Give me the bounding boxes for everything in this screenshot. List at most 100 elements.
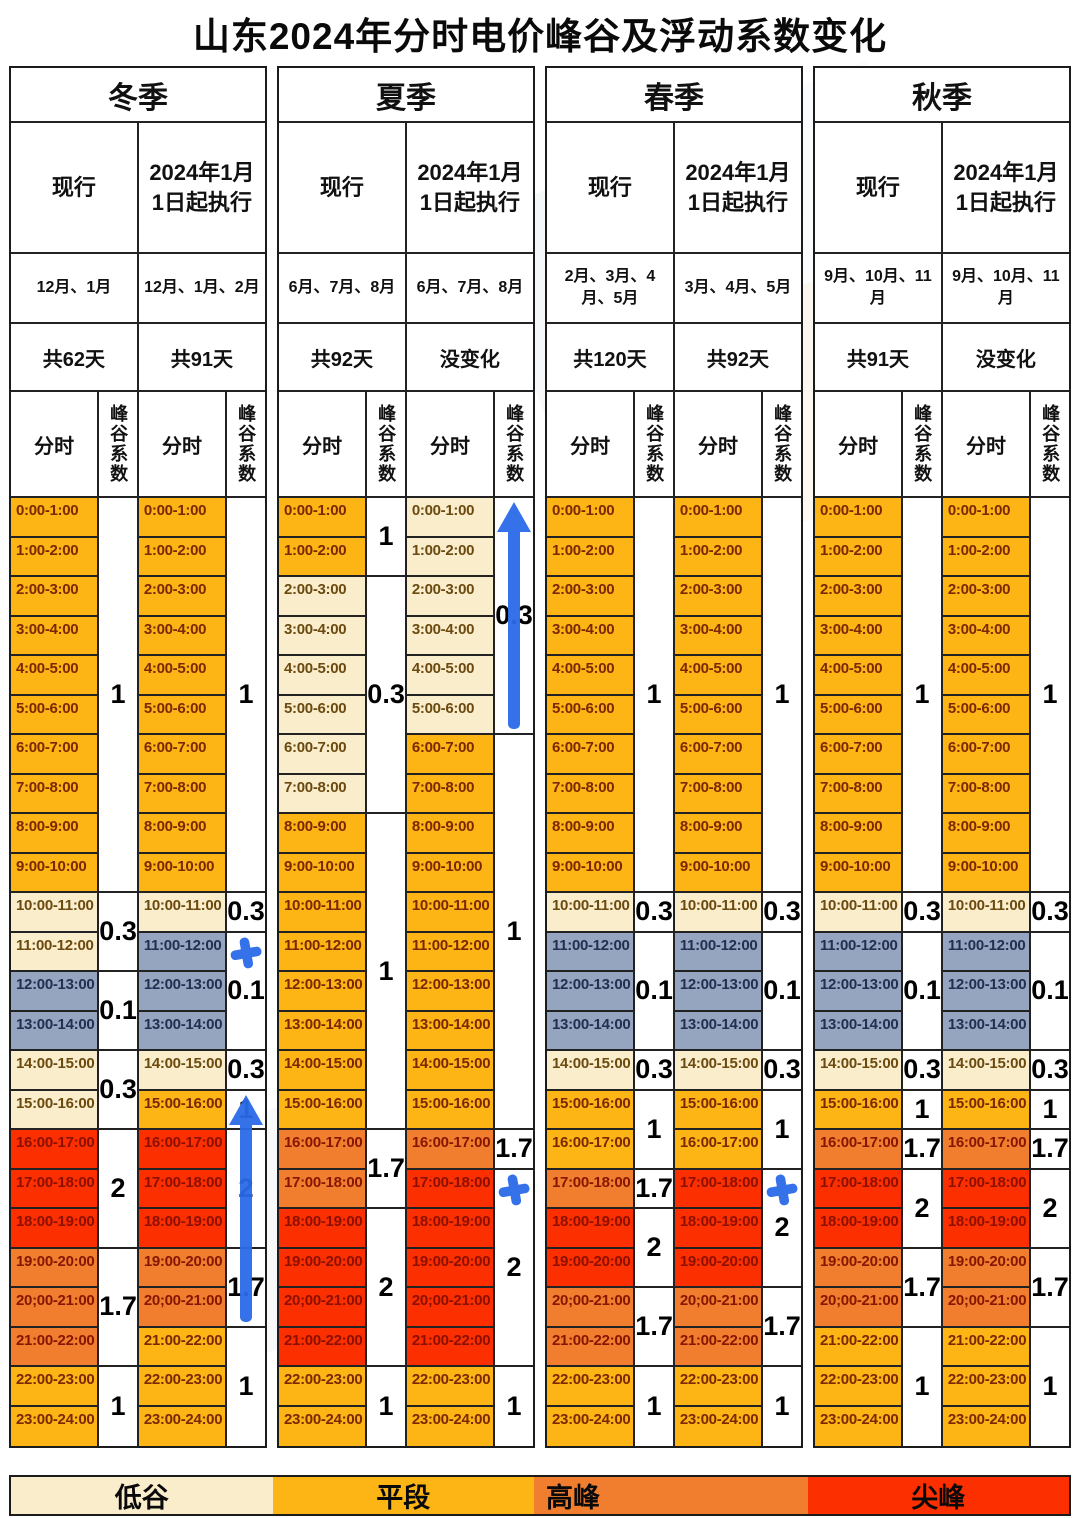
time-cell: 2:00-3:00 [815,577,904,617]
time-cell: 4:00-5:00 [815,656,904,696]
subheader-coef: 峰谷系数 [227,392,265,498]
time-cell: 1:00-2:00 [674,537,764,577]
time-cell: 23:00-24:00 [279,1406,368,1446]
coef-cell: 1.7 [903,1248,943,1328]
coef-cell: 0.1 [99,972,139,1051]
days-cell: 共91天 [138,324,265,392]
legend-label: 低谷 [114,1483,169,1513]
time-cell: 7:00-8:00 [674,774,764,814]
time-cell: 18:00-19:00 [406,1209,496,1249]
time-cell: 23:00-24:00 [942,1406,1032,1446]
coef-value: 2 [1042,1192,1058,1223]
coef-cell: 1 [903,1090,943,1130]
plan-header: 2024年1月1日起执行 [138,123,265,254]
legend-flat: 平段 [272,1477,534,1514]
time-cell: 14:00-15:00 [279,1051,368,1091]
time-cell: 22:00-23:00 [547,1367,636,1407]
time-cell: 17:00-18:00 [942,1169,1032,1209]
time-cell: 22:00-23:00 [406,1367,496,1407]
time-cell: 15:00-16:00 [815,1090,904,1130]
time-cell: 14:00-15:00 [547,1051,636,1091]
coef-value: 0.3 [495,600,533,630]
coef-cell: 0.3 [635,893,675,933]
time-cell: 17:00-18:00 [138,1169,228,1209]
coef-value: 0.3 [227,1054,265,1085]
coef-cell: 1 [763,1090,801,1170]
time-cell: 5:00-6:00 [138,695,228,735]
time-cell: 14:00-15:00 [406,1051,496,1091]
time-cell: 14:00-15:00 [11,1051,100,1091]
time-cell: 12:00-13:00 [674,972,764,1012]
coef-cell: 0.3 [1031,1051,1069,1091]
time-cell: 1:00-2:00 [279,537,368,577]
coef-value: 0.1 [99,995,137,1025]
legend: 低谷 平段 高峰 尖峰 [9,1475,1071,1516]
time-cell: 5:00-6:00 [11,695,100,735]
plan-header: 2024年1月1日起执行 [406,123,533,254]
coef-cell: 1.7 [903,1130,943,1170]
coef-cell: 1.7 [1031,1130,1069,1170]
coef-cell: 1.7 [227,1248,265,1328]
time-cell: 15:00-16:00 [138,1090,228,1130]
coef-cell: 1 [635,1090,675,1170]
coef-value: 0.3 [1031,1054,1069,1085]
coef-cell: 0.1 [903,932,943,1051]
time-cell: 19:00-20:00 [138,1248,228,1288]
time-cell: 22:00-23:00 [279,1367,368,1407]
time-cell: 6:00-7:00 [406,735,496,775]
time-cell: 13:00-14:00 [547,1011,636,1051]
time-cell: 10:00-11:00 [547,893,636,933]
legend-label: 尖峰 [911,1483,966,1513]
legend-peak: 高峰 [534,1477,808,1514]
coef-value: 2 [110,1172,126,1203]
coef-cell: 1 [763,1367,801,1446]
coef-value: 0.3 [99,1074,137,1104]
time-cell: 7:00-8:00 [138,774,228,814]
time-cell: 3:00-4:00 [547,616,636,656]
coef-value: 0.1 [227,975,265,1006]
time-cell: 6:00-7:00 [674,735,764,775]
coef-value: 0.3 [903,1054,941,1085]
coef-cell: 1 [99,1367,139,1446]
coef-value: 2 [506,1251,522,1282]
coef-cell: 1 [367,498,407,577]
months-cell: 3月、4月、5月 [674,254,801,324]
coef-cell: 1 [635,498,675,893]
season-title: 秋季 [815,68,1069,123]
coef-cell: 0.3 [99,893,139,972]
time-cell: 5:00-6:00 [815,695,904,735]
coef-cell: 1 [1031,1327,1069,1446]
coef-cell: 0.3 [227,1051,265,1091]
time-cell: 1:00-2:00 [138,537,228,577]
time-cell: 10:00-11:00 [406,893,496,933]
time-cell: 8:00-9:00 [547,814,636,854]
time-cell: 20;00-21:00 [547,1288,636,1328]
coef-value: 2 [774,1212,790,1243]
coef-cell: 1.7 [635,1169,675,1209]
time-cell: 5:00-6:00 [674,695,764,735]
coef-value: 2 [378,1271,394,1302]
coef-value: 0.3 [635,896,673,927]
time-cell: 10:00-11:00 [11,893,100,933]
time-cell: 16:00-17:00 [11,1130,100,1170]
time-cell: 10:00-11:00 [138,893,228,933]
time-cell: 12:00-13:00 [547,972,636,1012]
time-cell: 8:00-9:00 [815,814,904,854]
time-cell: 10:00-11:00 [815,893,904,933]
coef-cell: 2 [99,1130,139,1249]
time-cell: 16:00-17:00 [279,1130,368,1170]
time-cell: 15:00-16:00 [406,1090,496,1130]
time-cell: 11:00-12:00 [942,932,1032,972]
coef-cell: 0.3 [763,893,801,933]
time-cell: 6:00-7:00 [815,735,904,775]
time-cell: 10:00-11:00 [279,893,368,933]
time-cell: 6:00-7:00 [11,735,100,775]
time-cell: 11:00-12:00 [11,932,100,972]
time-cell: 11:00-12:00 [279,932,368,972]
coef-value: 0.3 [763,1054,801,1085]
coef-value: 0.1 [635,975,673,1006]
time-cell: 12:00-13:00 [11,972,100,1012]
time-cell: 20;00-21:00 [942,1288,1032,1328]
months-cell: 6月、7月、8月 [406,254,533,324]
